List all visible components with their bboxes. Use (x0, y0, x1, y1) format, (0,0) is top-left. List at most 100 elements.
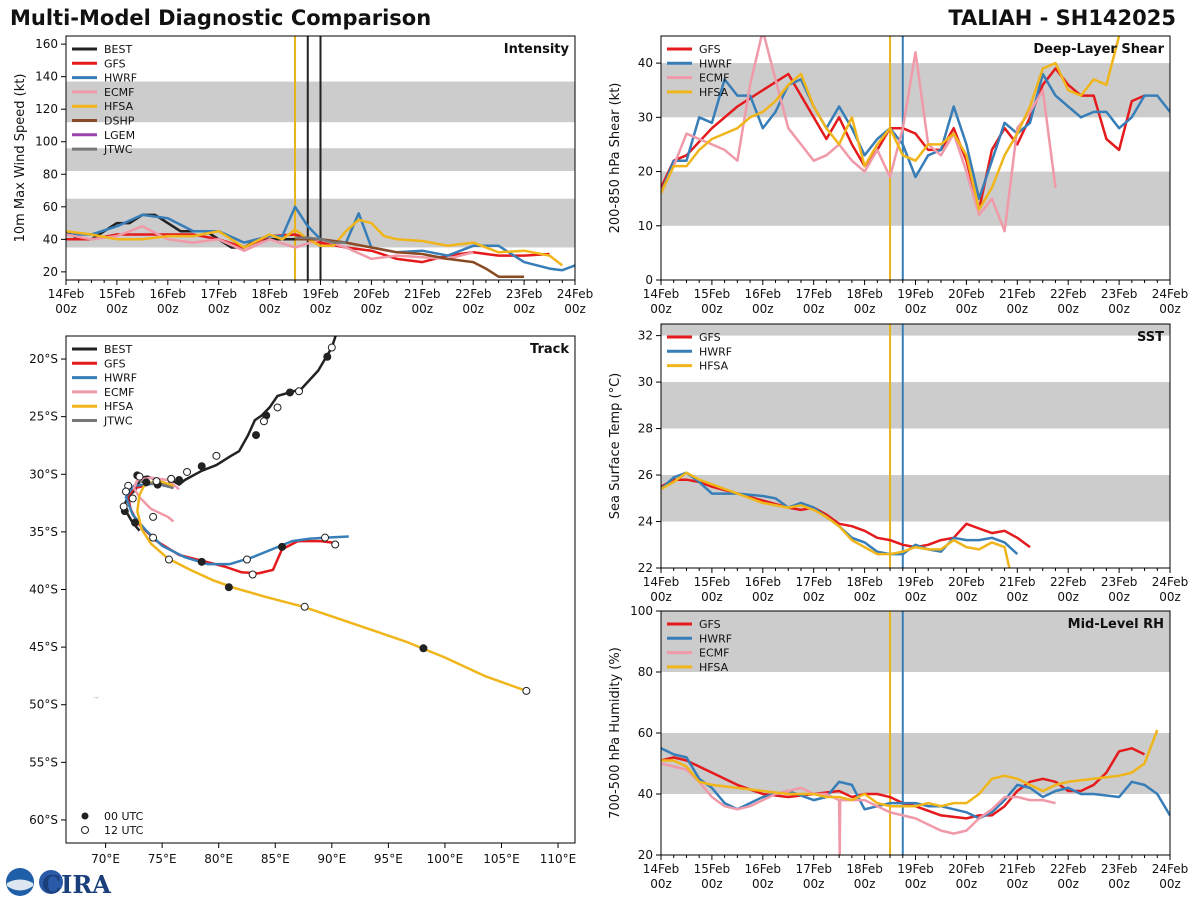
shear-series-ecmf (661, 36, 1057, 233)
intensity-xtick-label-hour: 00z (106, 302, 128, 316)
shear-xtick-label-hour: 00z (1057, 302, 1079, 316)
rh-title: Mid-Level RH (1068, 617, 1164, 632)
rh-xtick-label-day: 16Feb (745, 862, 782, 876)
track-marker-12utc (295, 387, 304, 396)
track-marker-00utc (278, 542, 287, 551)
track-ytick-label: 30°S (29, 467, 58, 481)
shear-xtick-label-hour: 00z (1159, 302, 1181, 316)
track-marker-12utc (152, 477, 161, 486)
rh-xtick-label-hour: 00z (650, 877, 672, 891)
rh-xtick-label-day: 15Feb (694, 862, 731, 876)
sst-legend-label-hwrf: HWRF (699, 345, 732, 358)
track-ytick-label: 35°S (29, 525, 58, 539)
shear-ytick-label: 40 (638, 56, 653, 70)
shear-shaded-band (661, 171, 1170, 226)
shear-xtick-label-day: 23Feb (1101, 287, 1138, 301)
track-legend-label-12utc: 12 UTC (104, 824, 144, 837)
sst-xtick-label-day: 18Feb (846, 575, 883, 589)
intensity-xtick-label-hour: 00z (259, 302, 281, 316)
track-plot-area (92, 336, 531, 699)
sst-frame (660, 323, 1171, 569)
track-marker-12utc (183, 467, 192, 476)
intensity-ytick-label: 160 (35, 37, 58, 51)
shear-xtick-label-day: 24Feb (1152, 287, 1189, 301)
sst-xtick-label-hour: 00z (854, 590, 876, 604)
intensity-ytick-label: 120 (35, 102, 58, 116)
track-marker-12utc (119, 502, 128, 511)
rh-xtick-label-hour: 00z (1159, 877, 1181, 891)
intensity-xtick-label-day: 23Feb (506, 287, 543, 301)
track-series-gfs (126, 484, 339, 575)
rh-xtick-label-day: 22Feb (1050, 862, 1087, 876)
track-marker-00utc (197, 462, 206, 471)
sst-xtick-label-day: 24Feb (1152, 575, 1189, 589)
track-ytick-label: 25°S (29, 410, 58, 424)
rh-xtick-label-day: 23Feb (1101, 862, 1138, 876)
shear-ytick-label: 20 (638, 165, 653, 179)
track-xtick-label: 80°E (204, 852, 233, 866)
cira-noaa-logo: CIRA (6, 868, 111, 898)
track-legend-marker-12utc (81, 826, 89, 834)
sst-title: SST (1137, 330, 1164, 345)
track-marker-12utc (242, 555, 251, 564)
shear-ylabel: 200-850 hPa Shear (kt) (608, 83, 623, 234)
track-marker-12utc (128, 494, 137, 503)
track-marker-12utc (121, 487, 130, 496)
sst-shaded-band (661, 324, 1170, 336)
intensity-legend-label-hwrf: HWRF (104, 72, 137, 85)
track-ytick-label: 60°S (29, 813, 58, 827)
rh-xtick-label-hour: 00z (1007, 877, 1029, 891)
sst-plot-area (661, 324, 1170, 568)
track-marker-12utc (300, 602, 309, 611)
sst-xtick-label-hour: 00z (752, 590, 774, 604)
sst-xtick-label-hour: 00z (1007, 590, 1029, 604)
track-legend-label-best: BEST (104, 343, 132, 356)
intensity-xtick-label-day: 20Feb (353, 287, 390, 301)
shear-xtick-label-day: 19Feb (897, 287, 934, 301)
rh-xtick-label-hour: 00z (854, 877, 876, 891)
intensity-legend-label-jtwc: JTWC (103, 143, 133, 156)
rh-series-hwrf (661, 747, 1170, 820)
shear-xtick-label-hour: 00z (701, 302, 723, 316)
sst-xtick-label-hour: 00z (905, 590, 927, 604)
track-xtick-label: 110°E (540, 852, 577, 866)
intensity-plot-area (66, 36, 575, 280)
sst-xtick-label-hour: 00z (1057, 590, 1079, 604)
figure-title: Multi-Model Diagnostic Comparison (10, 6, 432, 30)
sst-xtick-label-hour: 00z (650, 590, 672, 604)
intensity-ytick-label: 140 (35, 70, 58, 84)
shear-ytick-label: 0 (645, 273, 653, 287)
track-frame (65, 335, 576, 844)
track-series-hfsa (136, 479, 527, 693)
intensity-xtick-label-hour: 00z (55, 302, 77, 316)
sst-ytick-label: 26 (638, 468, 653, 482)
track-legend-label-ecmf: ECMF (104, 386, 134, 399)
track-xtick-label: 100°E (427, 852, 464, 866)
track-legend-label-00utc: 00 UTC (104, 810, 144, 823)
intensity-xtick-label-hour: 00z (310, 302, 332, 316)
sst-shaded-band (661, 382, 1170, 429)
shear-xtick-label-day: 14Feb (643, 287, 680, 301)
intensity-legend-label-best: BEST (104, 43, 132, 56)
sst-ytick-label: 22 (638, 561, 653, 575)
rh-xtick-label-day: 21Feb (999, 862, 1036, 876)
rh-xtick-label-day: 19Feb (897, 862, 934, 876)
sst-xtick-label-day: 22Feb (1050, 575, 1087, 589)
shear-xtick-label-hour: 00z (956, 302, 978, 316)
rh-xtick-label-hour: 00z (1108, 877, 1130, 891)
rh-xtick-label-day: 18Feb (846, 862, 883, 876)
intensity-legend-label-hfsa: HFSA (104, 100, 134, 113)
intensity-xtick-label-day: 22Feb (455, 287, 492, 301)
sst-xtick-label-day: 16Feb (745, 575, 782, 589)
shear-ytick-label: 10 (638, 219, 653, 233)
intensity-xtick-label-day: 21Feb (404, 287, 441, 301)
intensity-series-hfsa (66, 218, 564, 267)
rh-xtick-label-day: 24Feb (1152, 862, 1189, 876)
rh-ytick-label: 20 (638, 848, 653, 862)
rh-ytick-label: 80 (638, 665, 653, 679)
track-marker-12utc (167, 474, 176, 483)
shear-series-hwrf (661, 72, 1170, 200)
shear-xtick-label-day: 18Feb (846, 287, 883, 301)
track-marker-12utc (248, 570, 257, 579)
